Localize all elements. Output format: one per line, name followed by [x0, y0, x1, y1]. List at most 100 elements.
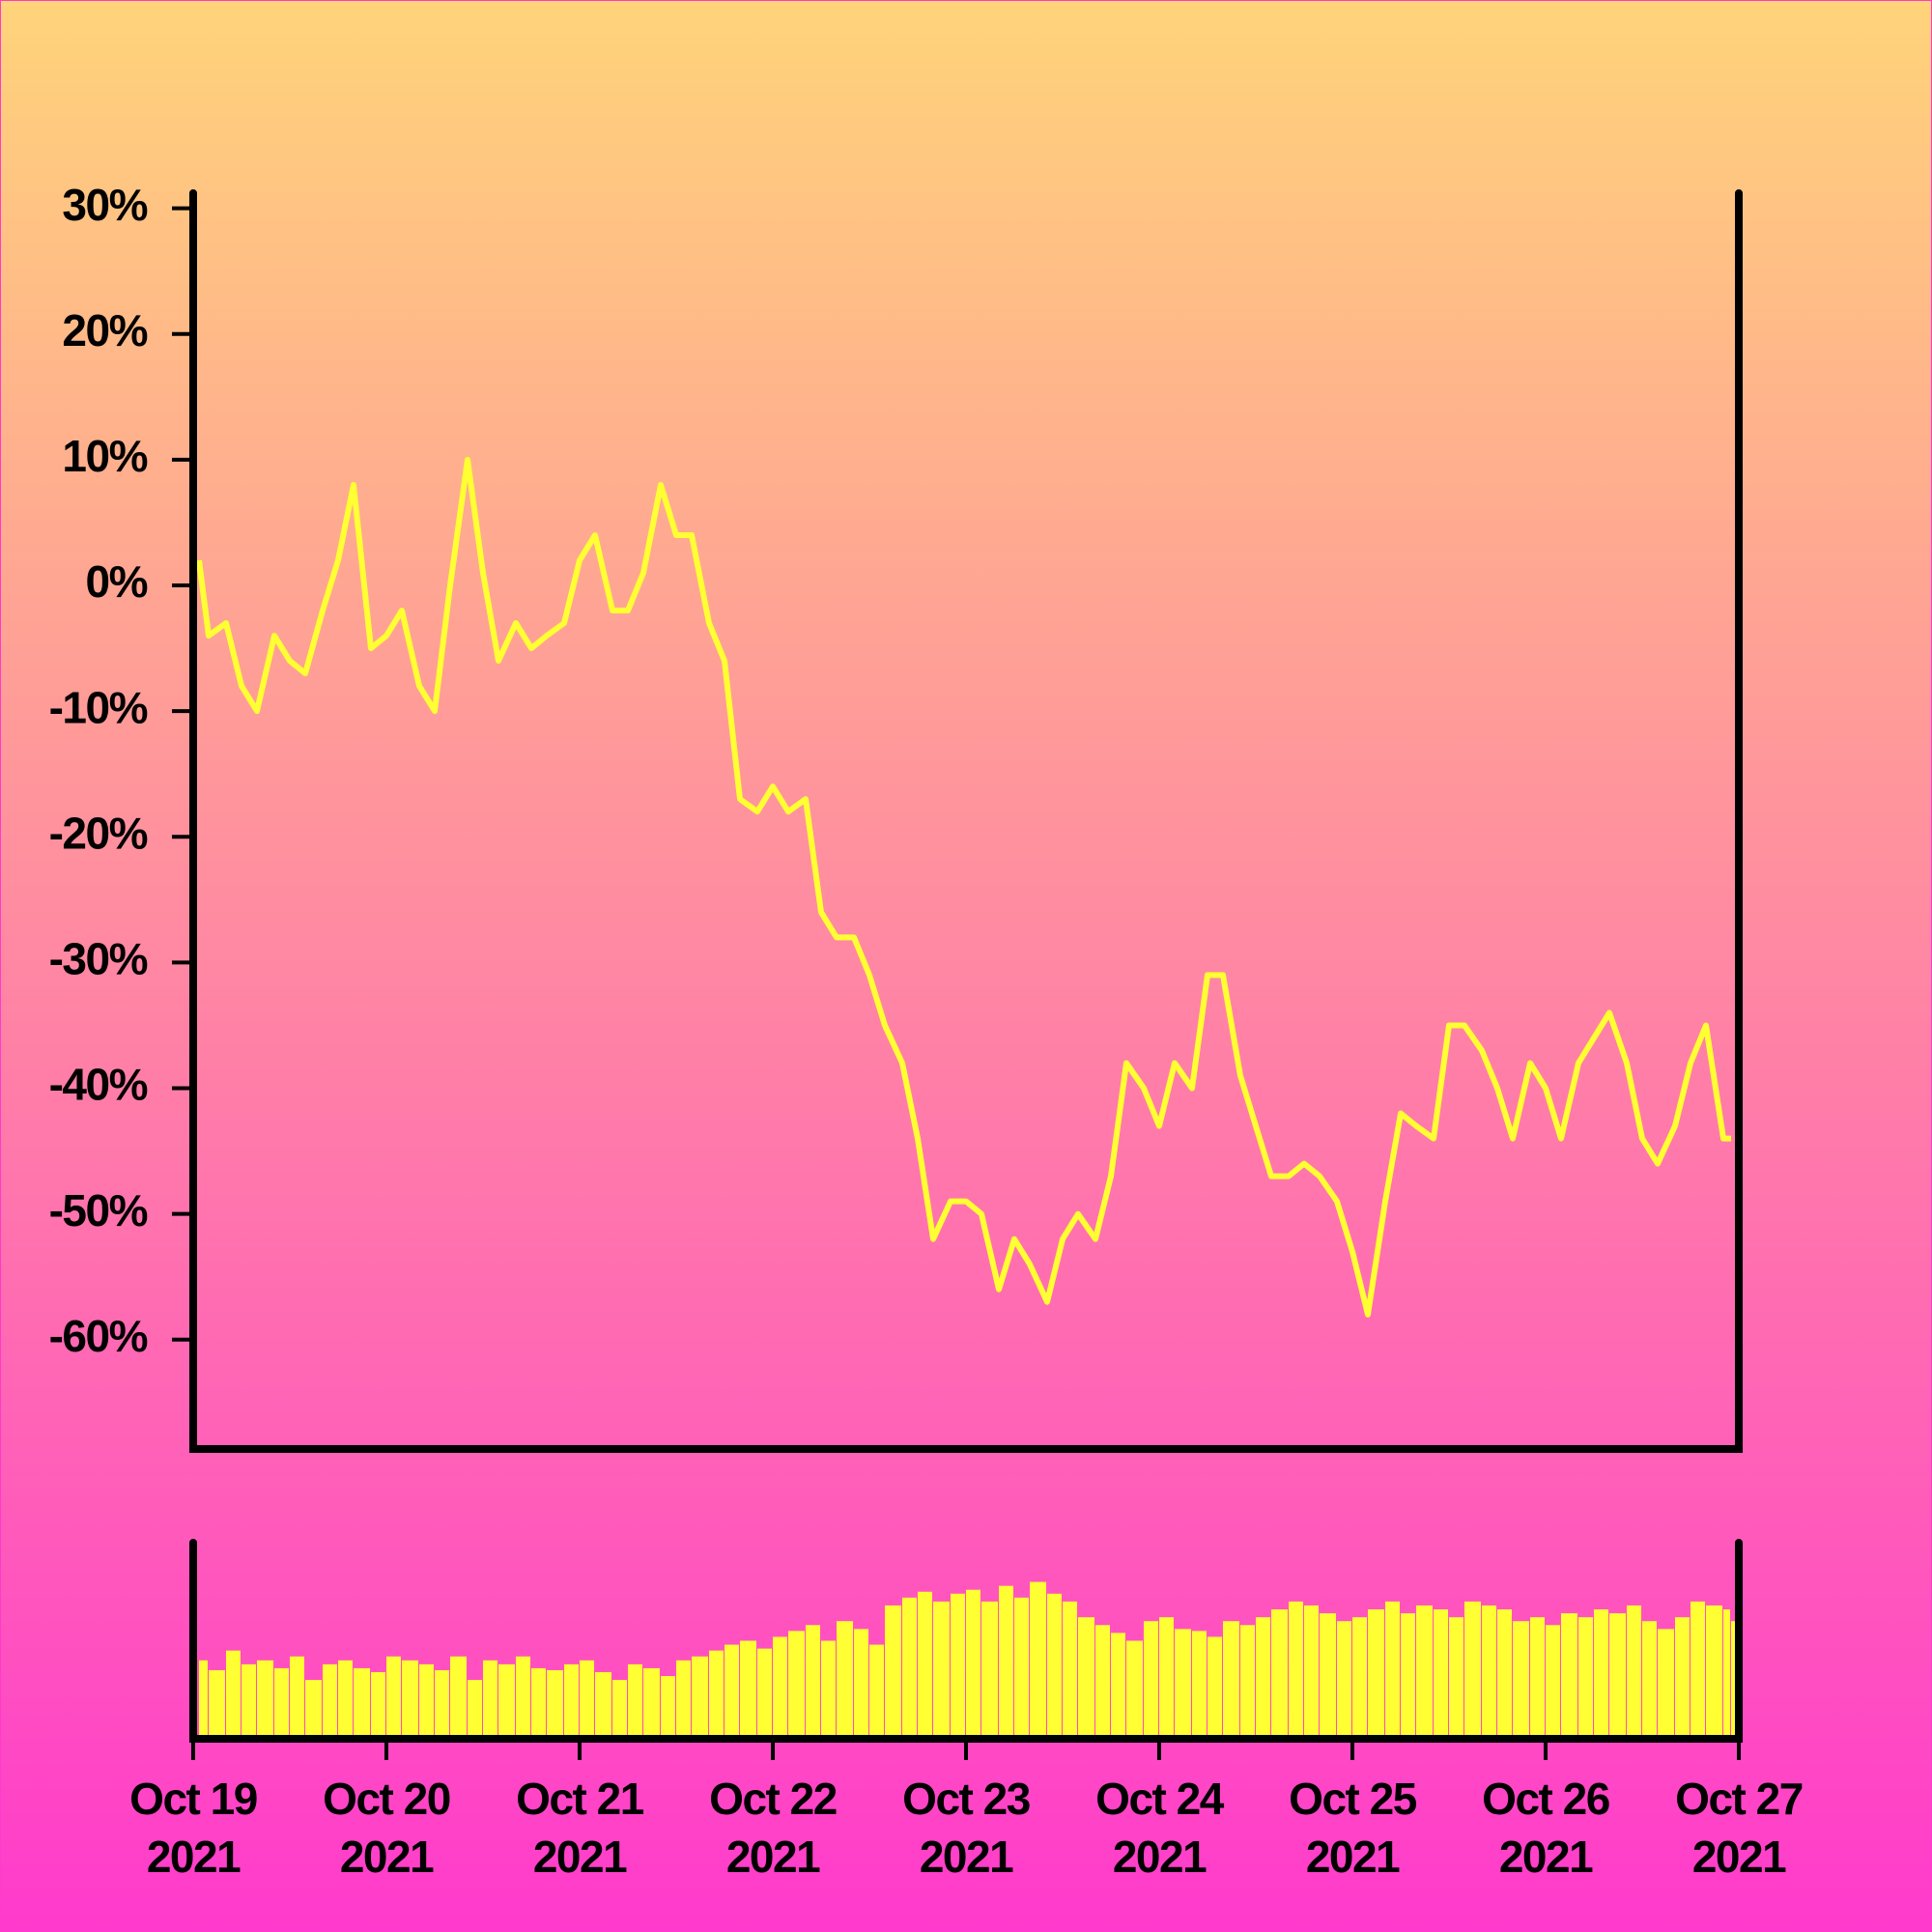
x-tick-label: Oct 21 2021 [516, 1774, 644, 1882]
x-tick-label-line: Oct 25 [1289, 1774, 1417, 1824]
volume-bar [1690, 1601, 1705, 1739]
volume-bar [1159, 1617, 1174, 1739]
x-tick-label: Oct 22 2021 [709, 1774, 837, 1882]
volume-bar [1658, 1629, 1674, 1739]
volume-bar [885, 1605, 901, 1739]
volume-bar [564, 1663, 579, 1739]
volume-bar [837, 1621, 853, 1739]
volume-bar [595, 1671, 611, 1739]
x-tick-label-line: Oct 23 [902, 1774, 1030, 1824]
x-tick-label: Oct 27 2021 [1675, 1774, 1803, 1882]
price-line [196, 456, 1731, 1318]
x-tick-label-line: 2021 [340, 1832, 434, 1882]
volume-bar [1111, 1633, 1125, 1739]
volume-bar [468, 1680, 482, 1739]
volume-bar [661, 1676, 675, 1739]
volume-bar [1304, 1605, 1319, 1739]
volume-bar [1609, 1613, 1626, 1739]
volume-bar [1482, 1605, 1496, 1739]
volume-bar [1208, 1636, 1222, 1739]
volume-bar [274, 1667, 289, 1739]
volume-bar [1731, 1621, 1738, 1739]
volume-bar [1530, 1617, 1545, 1739]
volume-bar [1014, 1597, 1029, 1739]
y-tick-label: 30% [62, 180, 147, 230]
x-tick-label-line: 2021 [726, 1832, 820, 1882]
y-tick-label: 0% [86, 556, 148, 607]
volume-bar [933, 1601, 950, 1739]
volume-bar [516, 1656, 530, 1739]
volume-bar [1368, 1609, 1384, 1739]
marks [196, 456, 1738, 1739]
volume-bar [1401, 1613, 1415, 1739]
volume-bar [692, 1656, 708, 1739]
volume-bar [1126, 1640, 1143, 1739]
x-tick-label: Oct 24 2021 [1095, 1774, 1225, 1882]
volume-bar [547, 1669, 563, 1739]
x-tick-label-line: 2021 [147, 1832, 241, 1882]
y-tick-label: -10% [49, 682, 148, 732]
volume-bar [1416, 1605, 1433, 1739]
volume-bar [740, 1640, 756, 1739]
volume-bar [580, 1660, 594, 1739]
volume-bar [1095, 1625, 1110, 1739]
volume-bar [1464, 1601, 1481, 1739]
volume-bar [209, 1669, 225, 1739]
volume-bar [902, 1597, 917, 1739]
volume-bar [821, 1640, 836, 1739]
volume-bar [981, 1601, 998, 1739]
x-tick-label: Oct 20 2021 [323, 1774, 450, 1882]
volume-bar [951, 1593, 965, 1739]
x-tick-label-line: Oct 26 [1482, 1774, 1609, 1824]
y-tick-label: -30% [49, 934, 148, 984]
x-tick-label-line: Oct 24 [1095, 1774, 1225, 1824]
volume-bar [1385, 1601, 1400, 1739]
volume-bar [483, 1660, 497, 1739]
volume-bar [338, 1660, 353, 1739]
y-tick-label: -40% [49, 1060, 148, 1110]
volume-bar [854, 1629, 868, 1739]
price-axes [189, 189, 1743, 1453]
volume-bar [1449, 1617, 1463, 1739]
volume-bar [1289, 1601, 1303, 1739]
x-tick-label-line: Oct 21 [516, 1774, 644, 1824]
volume-bar [788, 1631, 805, 1739]
x-tick-label-line: Oct 22 [709, 1774, 837, 1824]
volume-bar [1434, 1609, 1448, 1739]
volume-bar [724, 1644, 739, 1739]
volume-bar [676, 1660, 691, 1739]
volume-bar [1594, 1609, 1608, 1739]
volume-bar [1675, 1617, 1690, 1739]
volume-bar [869, 1644, 884, 1739]
volume-bar [999, 1585, 1013, 1739]
volume-bar [242, 1663, 256, 1739]
volume-bar [1063, 1601, 1077, 1739]
volume-bar [1578, 1617, 1593, 1739]
volume-bar [1627, 1605, 1641, 1739]
volume-bar [1078, 1617, 1094, 1739]
volume-bar [1642, 1621, 1657, 1739]
volume-bar [1352, 1617, 1367, 1739]
y-tick-label: 20% [62, 305, 147, 355]
x-tick-label-line: 2021 [533, 1832, 627, 1882]
volume-bar [1175, 1629, 1191, 1739]
x-tick-label: Oct 25 2021 [1289, 1774, 1417, 1882]
y-tick-label: -50% [49, 1185, 148, 1236]
volume-bar [966, 1589, 980, 1739]
y-tick-label: -60% [49, 1311, 148, 1361]
volume-bar [1223, 1621, 1239, 1739]
x-tick-label-line: 2021 [1499, 1832, 1593, 1882]
x-tick-label: Oct 26 2021 [1482, 1774, 1609, 1882]
volume-bar [709, 1650, 724, 1739]
volume-bar [1192, 1631, 1207, 1739]
volume-bar [323, 1663, 337, 1739]
x-tick-label: Oct 23 2021 [902, 1774, 1030, 1882]
volume-bar [1030, 1581, 1046, 1739]
volume-bar [1546, 1625, 1560, 1739]
volume-bar [402, 1660, 418, 1739]
volume-bar [1723, 1609, 1730, 1739]
x-tick-label-line: 2021 [920, 1832, 1013, 1882]
x-tick-label-line: Oct 20 [323, 1774, 450, 1824]
volume-bar [371, 1671, 385, 1739]
